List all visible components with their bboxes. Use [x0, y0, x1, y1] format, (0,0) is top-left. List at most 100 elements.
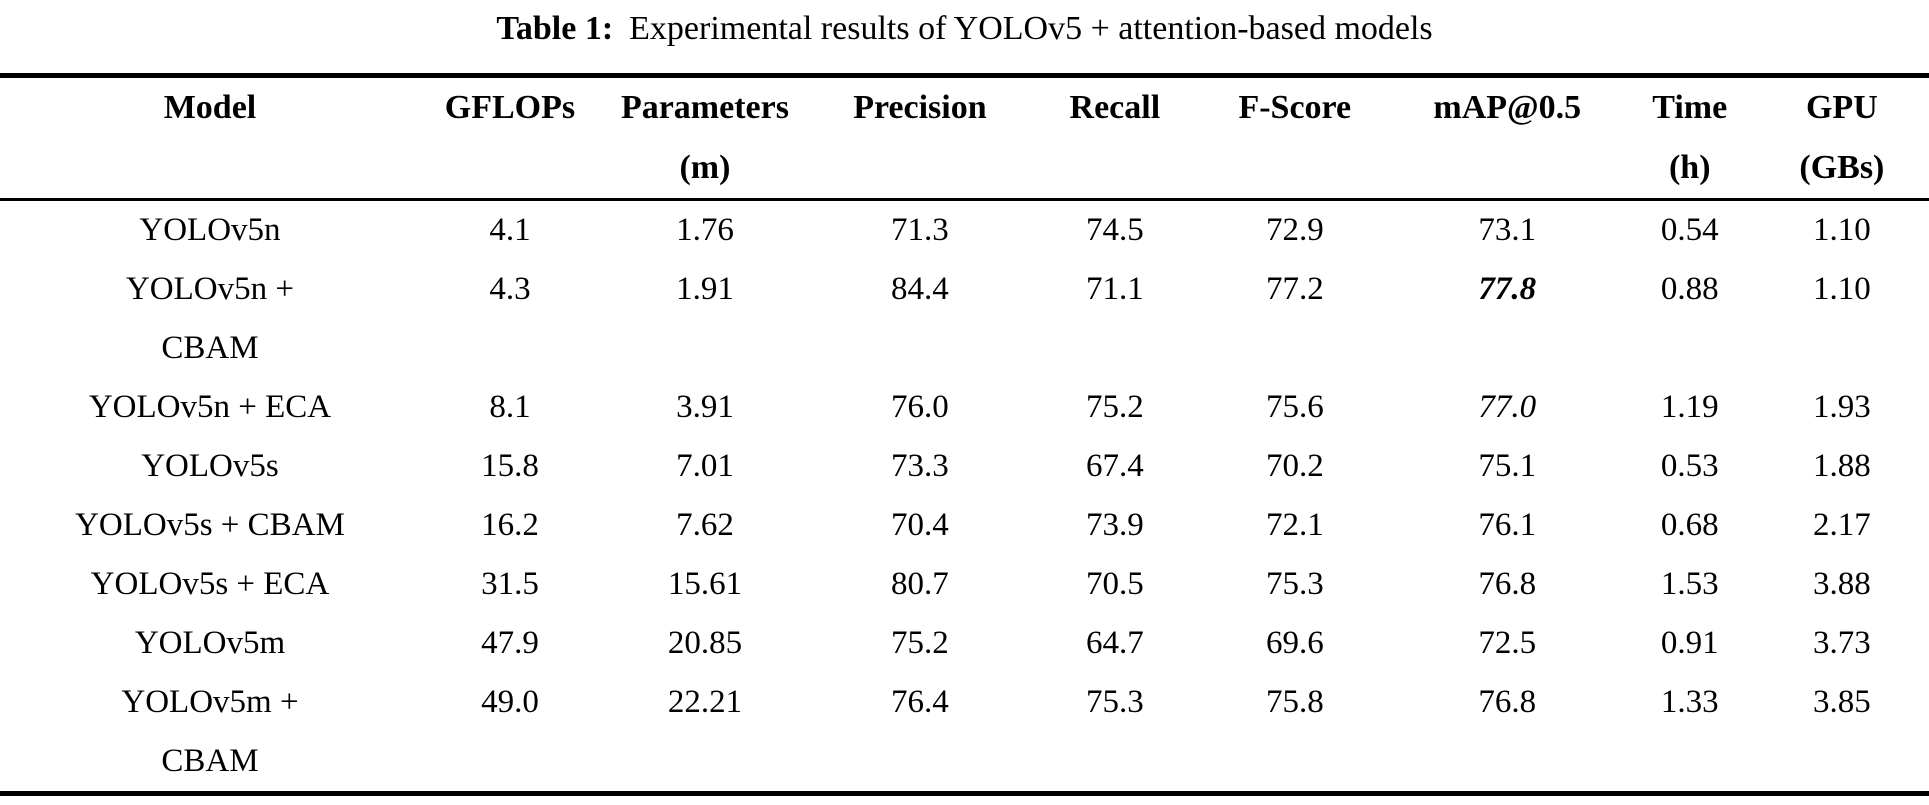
col-header-fscore-label: F-Score: [1238, 89, 1352, 126]
cell-fscore: 70.2: [1265, 448, 1324, 484]
cell-model: YOLOv5m: [134, 625, 286, 661]
cell-model: YOLOv5s + ECA: [90, 566, 330, 602]
cell-map: 75.1: [1478, 448, 1537, 484]
cell-parameters: 1.76: [676, 212, 734, 248]
cell-fscore: 77.2: [1265, 271, 1324, 307]
cell-gflops: 16.2: [481, 507, 539, 543]
cell-time: 0.68: [1660, 507, 1719, 543]
col-header-model-sublabel: [0, 138, 420, 198]
cell-model: YOLOv5m + CBAM: [121, 684, 299, 779]
cell-time: 1.33: [1660, 684, 1719, 720]
col-header-gpu-label: GPU: [1805, 89, 1878, 126]
cell-recall: 64.7: [1085, 625, 1144, 661]
cell-parameters: 7.01: [676, 448, 734, 484]
col-header-map: mAP@0.5: [1390, 76, 1625, 200]
table-row: YOLOv5m 47.9 20.85 75.2 64.7 69.6 72.5 0…: [0, 614, 1929, 673]
col-header-gflops-label: GFLOPs: [444, 89, 576, 126]
cell-parameters: 3.91: [676, 389, 734, 425]
cell-gflops: 31.5: [481, 566, 539, 602]
cell-recall: 74.5: [1085, 212, 1144, 248]
col-header-time: Time (h): [1625, 76, 1755, 200]
col-header-precision-sublabel: [810, 138, 1030, 198]
cell-gpu: 3.88: [1813, 566, 1871, 602]
cell-model: YOLOv5n + CBAM: [125, 271, 294, 366]
col-header-precision-label: Precision: [853, 89, 987, 126]
cell-model: YOLOv5n: [139, 212, 281, 248]
cell-model: YOLOv5s + CBAM: [75, 507, 345, 543]
cell-recall: 67.4: [1085, 448, 1144, 484]
col-header-parameters-label: Parameters: [620, 89, 789, 126]
col-header-time-label: Time: [1652, 89, 1728, 126]
cell-parameters: 1.91: [676, 271, 734, 307]
col-header-map-sublabel: [1390, 138, 1625, 198]
cell-precision: 75.2: [891, 625, 949, 661]
table-row: YOLOv5s + CBAM 16.2 7.62 70.4 73.9 72.1 …: [0, 496, 1929, 555]
col-header-recall-sublabel: [1030, 138, 1200, 198]
table-body: YOLOv5n 4.1 1.76 71.3 74.5 72.9 73.1 0.5…: [0, 200, 1929, 794]
cell-recall: 75.3: [1085, 684, 1144, 720]
cell-recall: 71.1: [1085, 271, 1144, 307]
cell-parameters: 15.61: [667, 566, 743, 602]
cell-parameters: 7.62: [676, 507, 734, 543]
cell-time: 0.54: [1660, 212, 1719, 248]
cell-fscore: 69.6: [1265, 625, 1324, 661]
cell-precision: 71.3: [891, 212, 949, 248]
cell-fscore: 72.9: [1265, 212, 1324, 248]
cell-map: 76.8: [1478, 684, 1537, 720]
cell-model: YOLOv5s: [141, 448, 279, 484]
col-header-gflops: GFLOPs: [420, 76, 600, 200]
cell-gflops: 8.1: [489, 389, 531, 425]
cell-gpu: 1.10: [1813, 212, 1871, 248]
table-row: YOLOv5n + CBAM 4.3 1.91 84.4 71.1 77.2 7…: [0, 260, 1929, 378]
col-header-recall-label: Recall: [1069, 89, 1161, 126]
col-header-precision: Precision: [810, 76, 1030, 200]
cell-precision: 73.3: [891, 448, 949, 484]
cell-parameters: 20.85: [667, 625, 743, 661]
col-header-model-label: Model: [163, 89, 257, 126]
cell-time: 0.88: [1660, 271, 1719, 307]
cell-parameters: 22.21: [667, 684, 743, 720]
cell-gpu: 3.73: [1813, 625, 1871, 661]
cell-precision: 80.7: [891, 566, 949, 602]
cell-time: 1.53: [1660, 566, 1719, 602]
cell-gpu: 1.88: [1813, 448, 1871, 484]
table-row: YOLOv5s 15.8 7.01 73.3 67.4 70.2 75.1 0.…: [0, 437, 1929, 496]
cell-time: 0.53: [1660, 448, 1719, 484]
cell-time: 1.19: [1660, 389, 1719, 425]
cell-precision: 70.4: [891, 507, 949, 543]
col-header-parameters: Parameters (m): [600, 76, 810, 200]
table-row: YOLOv5m + CBAM 49.0 22.21 76.4 75.3 75.8…: [0, 673, 1929, 794]
cell-gflops: 4.1: [489, 212, 531, 248]
cell-model: YOLOv5n + ECA: [88, 389, 332, 425]
col-header-time-sublabel: (h): [1668, 149, 1711, 186]
cell-precision: 84.4: [891, 271, 949, 307]
cell-gpu: 3.85: [1813, 684, 1871, 720]
cell-map: 72.5: [1478, 625, 1537, 661]
cell-precision: 76.4: [891, 684, 949, 720]
col-header-parameters-sublabel: (m): [679, 149, 731, 186]
cell-fscore: 75.6: [1265, 389, 1324, 425]
table-caption-text: Experimental results of YOLOv5 + attenti…: [629, 10, 1433, 47]
cell-recall: 75.2: [1085, 389, 1144, 425]
col-header-fscore-sublabel: [1200, 138, 1390, 198]
cell-gpu: 1.93: [1813, 389, 1871, 425]
cell-recall: 70.5: [1085, 566, 1144, 602]
cell-fscore: 75.3: [1265, 566, 1324, 602]
cell-gpu: 1.10: [1813, 271, 1871, 307]
col-header-gflops-sublabel: [420, 138, 600, 198]
cell-gflops: 49.0: [481, 684, 539, 720]
cell-precision: 76.0: [891, 389, 949, 425]
table-caption: Table 1: Experimental results of YOLOv5 +…: [0, 0, 1929, 52]
cell-map: 76.1: [1478, 507, 1537, 543]
results-table: Model GFLOPs Parameters (m) Precision Re…: [0, 73, 1929, 796]
col-header-model: Model: [0, 76, 420, 200]
cell-gpu: 2.17: [1813, 507, 1871, 543]
cell-gflops: 15.8: [481, 448, 539, 484]
cell-fscore: 72.1: [1265, 507, 1324, 543]
cell-map: 77.0: [1478, 389, 1537, 425]
col-header-recall: Recall: [1030, 76, 1200, 200]
cell-gflops: 47.9: [481, 625, 539, 661]
cell-map: 76.8: [1478, 566, 1537, 602]
col-header-gpu: GPU (GBs): [1755, 76, 1929, 200]
